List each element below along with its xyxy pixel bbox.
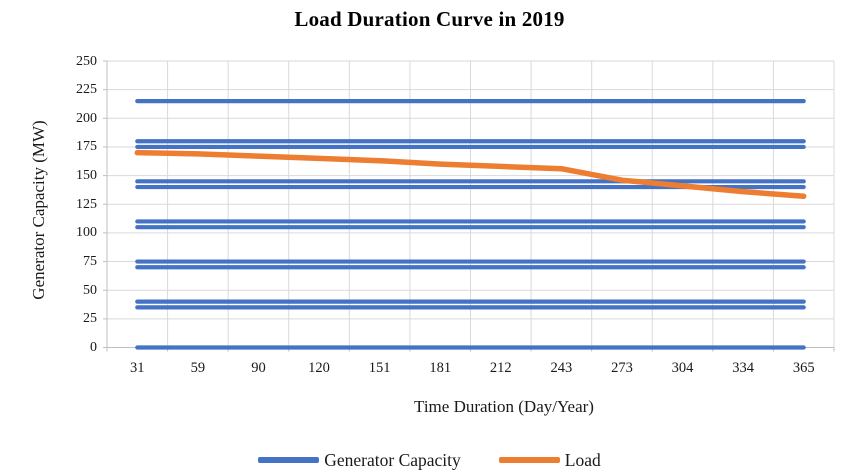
x-axis-tick-label: 59 (190, 360, 206, 376)
y-axis-tick-label: 25 (83, 311, 97, 327)
y-axis-tick-label: 250 (76, 53, 97, 69)
legend-item-generator-capacity[interactable]: Generator Capacity (258, 450, 461, 471)
y-axis-tick-label: 150 (76, 168, 97, 184)
legend: Generator Capacity Load (0, 447, 859, 473)
legend-label-load: Load (564, 449, 601, 470)
x-axis-tick-label: 120 (308, 360, 330, 376)
x-axis-tick-label: 304 (671, 360, 694, 376)
y-axis-tick-label: 75 (83, 254, 97, 270)
y-axis-tick-label: 100 (76, 225, 97, 241)
x-axis-title: Time Duration (Day/Year) (414, 397, 594, 416)
x-axis-tick-label: 151 (368, 360, 391, 376)
y-axis-tick-label: 0 (90, 340, 97, 355)
y-axis-tick-label: 50 (83, 282, 97, 298)
chart-title: Load Duration Curve in 2019 (294, 7, 565, 31)
load-line[interactable] (134, 149, 807, 199)
legend-item-load[interactable]: Load (498, 449, 601, 471)
x-axis-tick-label: 365 (792, 360, 815, 376)
x-axis-tick-label: 31 (130, 360, 145, 376)
x-axis-tick-label: 243 (550, 360, 573, 376)
generator-capacity-line-swatch (258, 457, 320, 463)
x-axis-tick-label: 181 (429, 360, 452, 376)
load-line-swatch (498, 457, 560, 463)
x-axis-tick-label: 212 (489, 360, 512, 376)
x-axis-tick-label: 334 (732, 360, 754, 376)
y-axis-tick-label: 225 (76, 82, 97, 98)
legend-label-generator-capacity: Generator Capacity (324, 449, 461, 470)
x-axis-tick-label: 273 (611, 360, 633, 376)
x-axis-tick-label: 90 (251, 360, 266, 376)
y-axis-tick-label: 175 (76, 139, 97, 155)
y-axis-tick-label: 125 (76, 196, 97, 212)
y-axis-tick-label: 200 (76, 110, 97, 126)
